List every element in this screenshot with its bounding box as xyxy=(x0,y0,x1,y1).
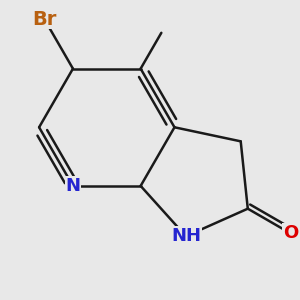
Text: N: N xyxy=(65,177,80,195)
Text: NH: NH xyxy=(171,227,201,245)
Text: O: O xyxy=(283,224,298,242)
Text: Br: Br xyxy=(32,10,56,28)
